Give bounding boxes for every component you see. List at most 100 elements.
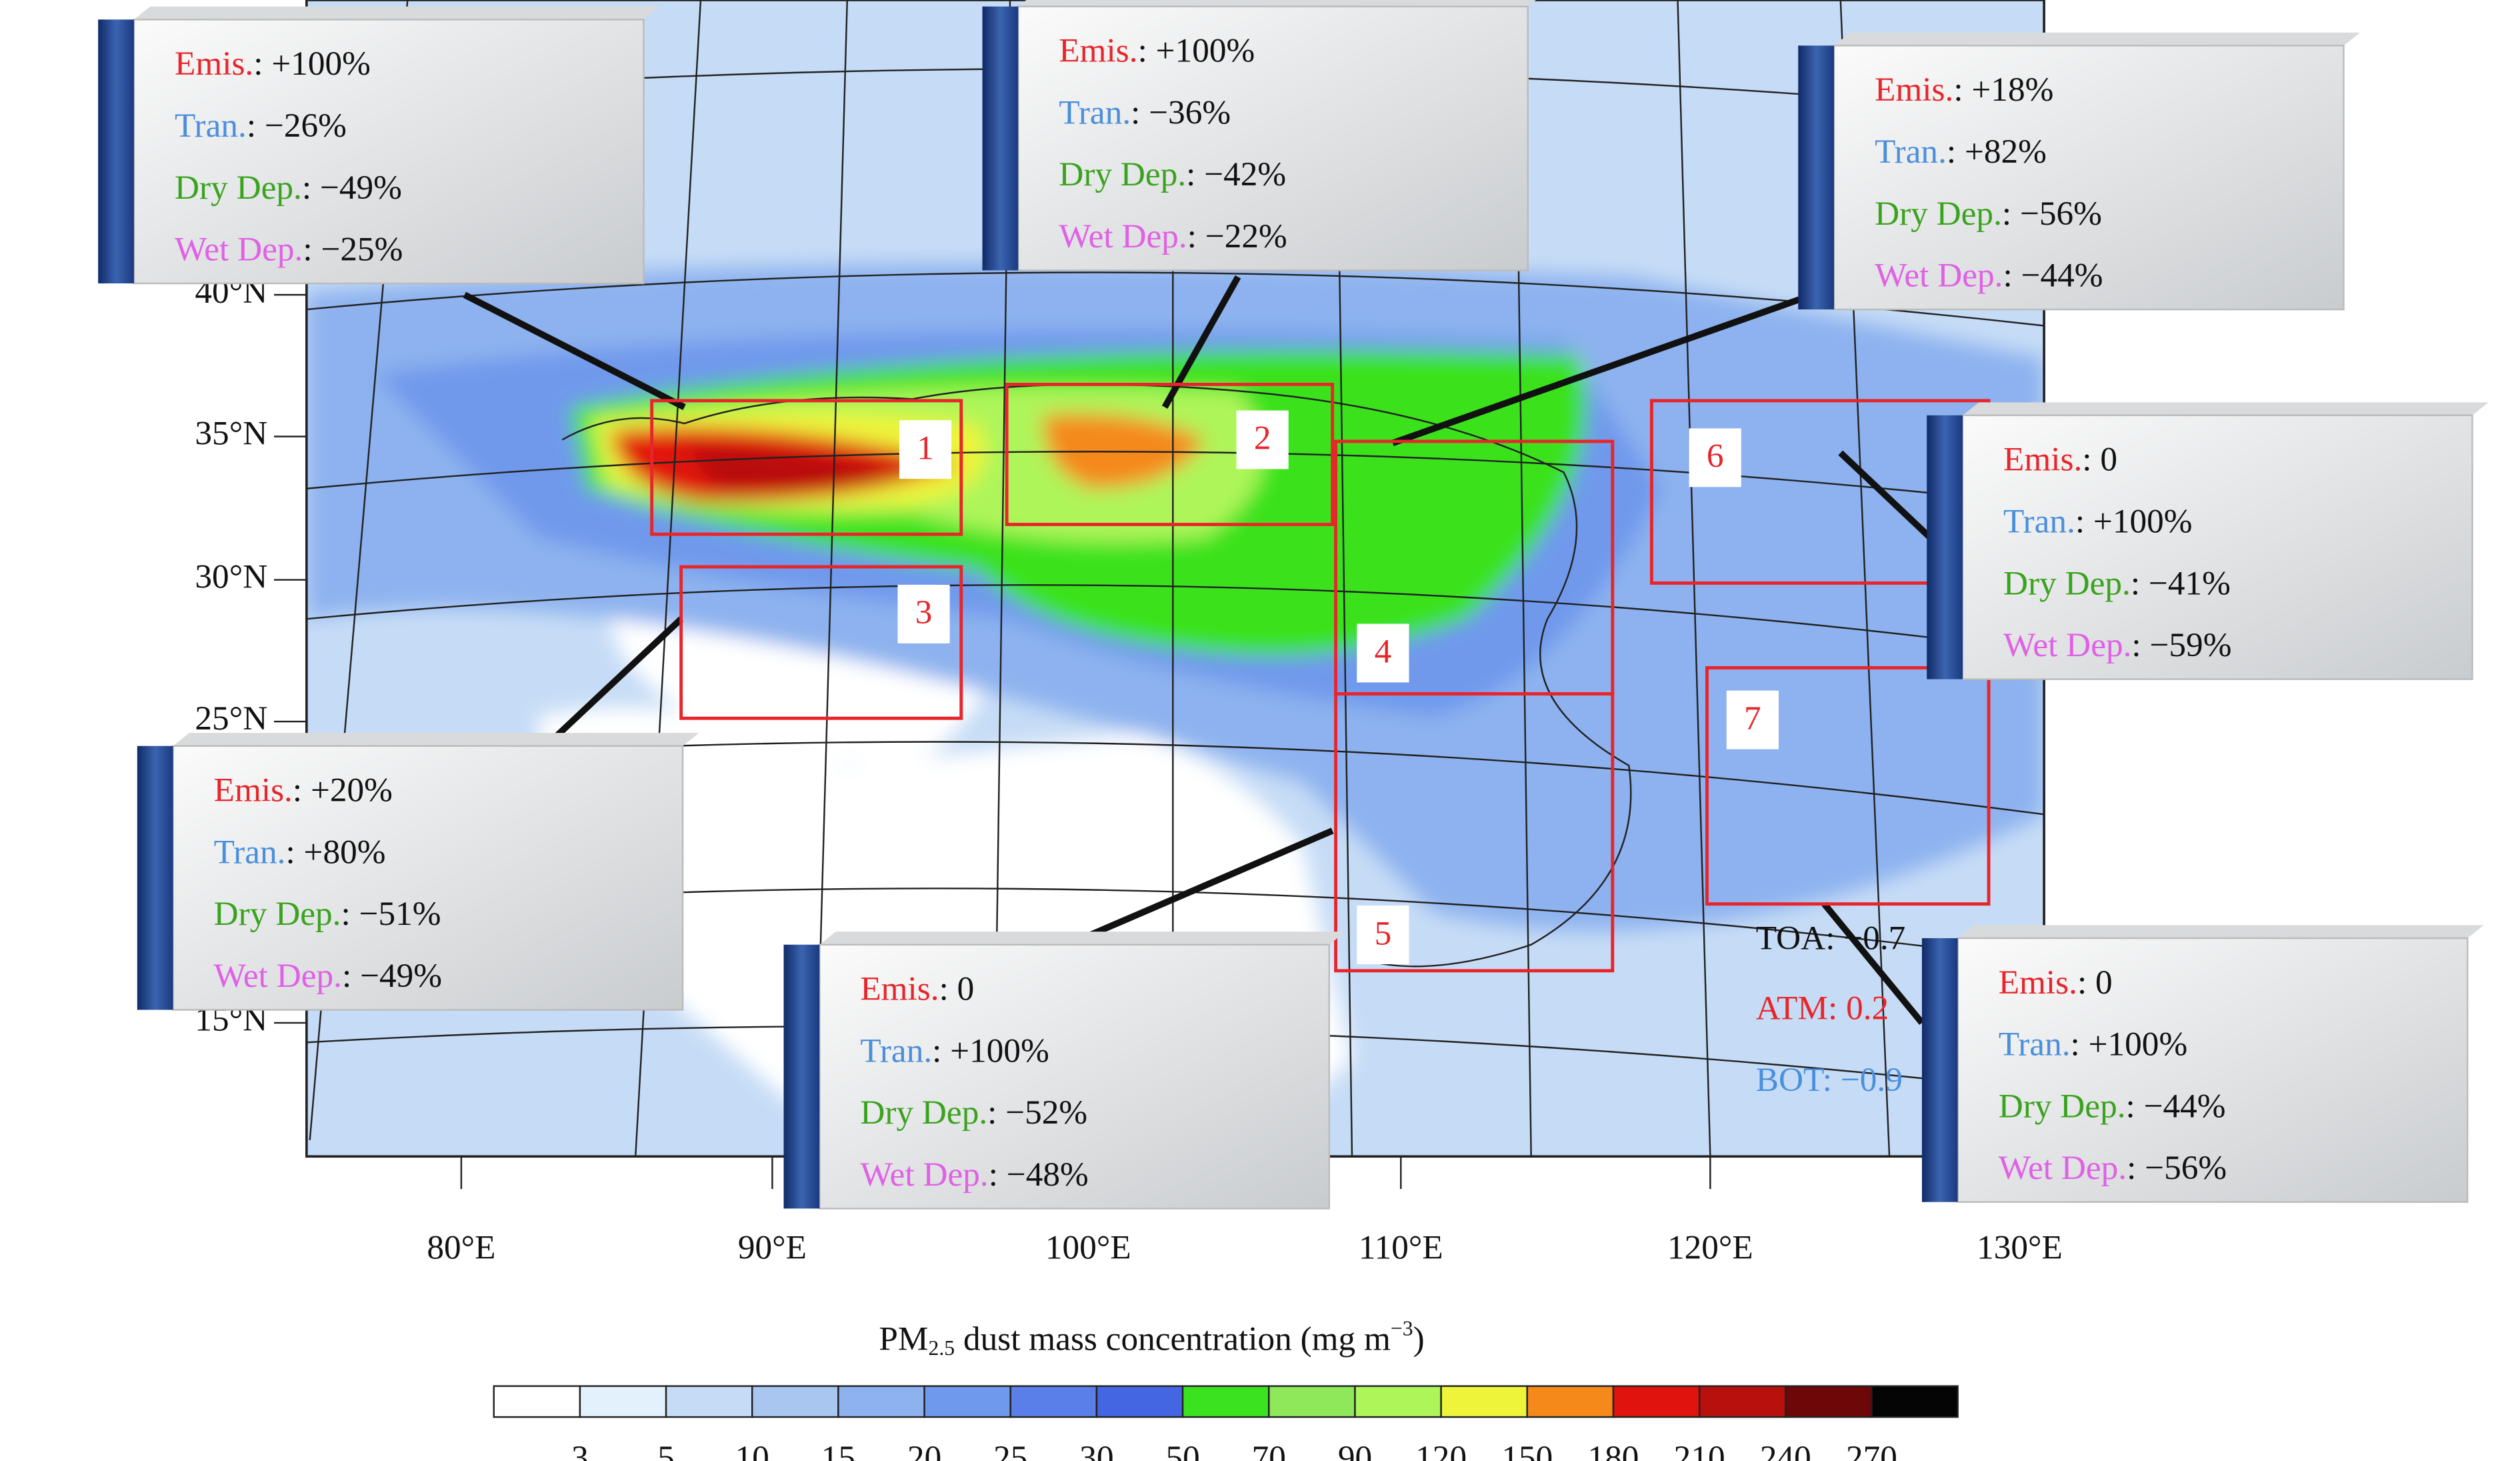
box-entry: Emis.: +18% [1875, 71, 2053, 109]
entry-value: : −25% [303, 230, 403, 268]
entry-value: : −48% [989, 1156, 1089, 1194]
entry-value: : +18% [1953, 71, 2053, 109]
entry-value: : +100% [932, 1032, 1049, 1070]
info-box: Emis.: +20%Tran.: +80%Dry Dep.: −51%Wet … [137, 733, 699, 1011]
colorbar-cell [1440, 1385, 1529, 1418]
box-bar [982, 6, 1019, 271]
info-box: Emis.: +100%Tran.: −36%Dry Dep.: −42%Wet… [982, 0, 1537, 271]
region-label-bg [1726, 690, 1779, 750]
colorbar-tick-label: 30 [1079, 1439, 1113, 1461]
colorbar-tick-label: 5 [657, 1439, 675, 1461]
entry-value: : 0 [2082, 440, 2117, 478]
colorbar-title-part: dust mass concentration (mg m [955, 1320, 1391, 1358]
entry-label: Dry Dep. [2003, 564, 2131, 602]
box-entry: Dry Dep.: −56% [1875, 195, 2102, 233]
box-entry: Wet Dep.: −22% [1059, 217, 1287, 255]
colorbar-tick-label: 3 [571, 1439, 589, 1461]
box-body [1961, 414, 2473, 680]
entry-value: : +100% [2071, 1025, 2188, 1063]
entry-label: Tran. [860, 1032, 932, 1070]
region-label-bg [1357, 906, 1409, 965]
colorbar-tick-label: 25 [993, 1439, 1027, 1461]
region-label-bg [1357, 623, 1409, 683]
entry-value: : +20% [293, 771, 393, 809]
info-box: Emis.: +18%Tran.: +82%Dry Dep.: −56%Wet … [1798, 32, 2360, 311]
region-box [1705, 666, 1991, 906]
colorbar-tick-label: 20 [907, 1439, 941, 1461]
box-entry: Wet Dep.: −25% [175, 230, 403, 268]
box-body [133, 19, 645, 285]
box-shadow-top [133, 6, 660, 20]
box-entry: Wet Dep.: −59% [2003, 626, 2231, 664]
box-bar [1921, 938, 1958, 1202]
colorbar-cell [751, 1385, 839, 1418]
box-entry: Wet Dep.: −44% [1875, 256, 2103, 294]
region-label: 6 [1707, 437, 1724, 475]
leaders [463, 275, 1933, 1026]
box-shadow-top [819, 932, 1346, 945]
lat-label: 30°N [195, 557, 267, 595]
region-label-bg [1689, 428, 1741, 487]
colorbar-title-part: ) [1413, 1320, 1425, 1358]
colorbar-cell [1785, 1385, 1873, 1418]
entry-label: Emis. [1059, 31, 1137, 69]
region-label: 2 [1254, 419, 1271, 457]
summary-text: BOT: −0.9 [1756, 1061, 1903, 1099]
entry-label: Tran. [1999, 1025, 2071, 1063]
entry-label: Emis. [1875, 71, 1953, 109]
colorbar-cell [837, 1385, 925, 1418]
box-entry: Tran.: −36% [1059, 93, 1231, 131]
entry-value: : −44% [2003, 256, 2103, 294]
entry-value: : −36% [1131, 93, 1231, 131]
box-body [819, 944, 1331, 1210]
region-label: 4 [1375, 633, 1392, 671]
colorbar-cell [1871, 1385, 1959, 1418]
lon-label: 120°E [1667, 1229, 1753, 1267]
entry-label: Emis. [175, 45, 253, 83]
region-label-bg [897, 584, 950, 643]
colorbar-cell [1526, 1385, 1615, 1418]
box-bar [137, 746, 173, 1010]
colorbar-cell [579, 1385, 667, 1418]
entry-label: Dry Dep. [1999, 1087, 2126, 1125]
lon-label: 110°E [1359, 1229, 1443, 1267]
lon-label: 80°E [427, 1229, 495, 1267]
box-entry: Tran.: +100% [2003, 502, 2192, 540]
colorbar-tick-label: 10 [735, 1439, 769, 1461]
region-label: 7 [1744, 699, 1761, 738]
entry-value: : −41% [2131, 564, 2231, 602]
entry-value: : +80% [285, 833, 385, 871]
lon-label: 100°E [1045, 1229, 1131, 1267]
entry-value: : −59% [2131, 626, 2231, 664]
box-bar [783, 944, 820, 1209]
colorbar-title: PM2.5 dust mass concentration (mg m−3) [879, 1317, 1424, 1360]
box-entry: Dry Dep.: −51% [214, 895, 441, 933]
box-entry: Emis.: 0 [1999, 964, 2113, 1002]
entry-label: Dry Dep. [214, 895, 341, 933]
summary-text: ATM: 0.2 [1756, 990, 1889, 1028]
region-label-bg [1236, 410, 1289, 469]
region-box [1334, 692, 1615, 973]
entry-value: : −22% [1187, 217, 1287, 255]
box-bar [98, 19, 134, 284]
box-entry: Emis.: +100% [175, 45, 371, 83]
box-body [1833, 45, 2345, 311]
colorbar-tick-label: 180 [1588, 1439, 1639, 1461]
box-entry: Tran.: −26% [175, 107, 347, 145]
box-entry: Emis.: +100% [1059, 31, 1255, 69]
colorbar-title-part: −3 [1391, 1317, 1413, 1340]
colorbar-cell [1612, 1385, 1701, 1418]
entry-value: : −49% [342, 957, 442, 995]
entry-value: : −56% [2127, 1149, 2227, 1187]
entry-value: : +100% [253, 45, 371, 83]
entry-label: Tran. [1059, 93, 1131, 131]
info-box: Emis.: +100%Tran.: −26%Dry Dep.: −49%Wet… [98, 6, 660, 285]
entry-value: : −56% [2002, 195, 2102, 233]
colorbar-cell [1354, 1385, 1442, 1418]
box-entry: Tran.: +100% [1999, 1025, 2187, 1063]
lon-label: 90°E [738, 1229, 807, 1267]
entry-label: Tran. [214, 833, 286, 871]
entry-value: : 0 [939, 970, 975, 1008]
colorbar-cell [923, 1385, 1012, 1418]
